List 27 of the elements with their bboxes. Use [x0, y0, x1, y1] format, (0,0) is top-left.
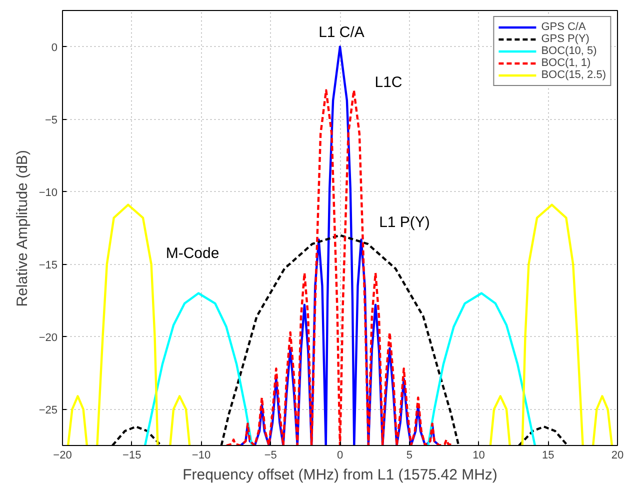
x-tick-label: −5 — [264, 450, 277, 462]
x-tick-label: −15 — [122, 450, 142, 462]
legend-label: BOC(15, 2.5) — [541, 69, 606, 81]
x-tick-label: 0 — [336, 450, 344, 462]
x-tick-label: 15 — [542, 450, 554, 462]
legend-label: BOC(10, 5) — [541, 45, 597, 57]
y-tick-label: −5 — [44, 114, 58, 126]
x-tick-label: −10 — [192, 450, 211, 462]
x-tick-label: −20 — [53, 450, 72, 462]
y-axis-title: Relative Amplitude (dB) — [14, 150, 31, 307]
y-tick-label: −15 — [38, 259, 58, 272]
legend-label: GPS P(Y) — [541, 33, 590, 45]
legend-label: BOC(1, 1) — [541, 57, 591, 69]
x-axis-title: Frequency offset (MHz) from L1 (1575.42 MHz) — [182, 466, 498, 484]
annotation: L1C — [374, 74, 402, 91]
annotation: L1 P(Y) — [379, 214, 430, 231]
y-tick-label: −20 — [38, 332, 58, 344]
legend-label: GPS C/A — [541, 21, 586, 33]
x-tick-label: 20 — [611, 450, 624, 462]
y-tick-label: −10 — [38, 186, 58, 199]
y-tick-label: −25 — [38, 404, 58, 416]
line-series — [240, 46, 440, 446]
y-tick-label: 0 — [51, 42, 58, 54]
x-tick-label: 5 — [406, 450, 412, 462]
x-tick-label: 10 — [472, 450, 485, 462]
annotation: L1 C/A — [318, 24, 364, 41]
annotation: M-Code — [166, 245, 220, 262]
